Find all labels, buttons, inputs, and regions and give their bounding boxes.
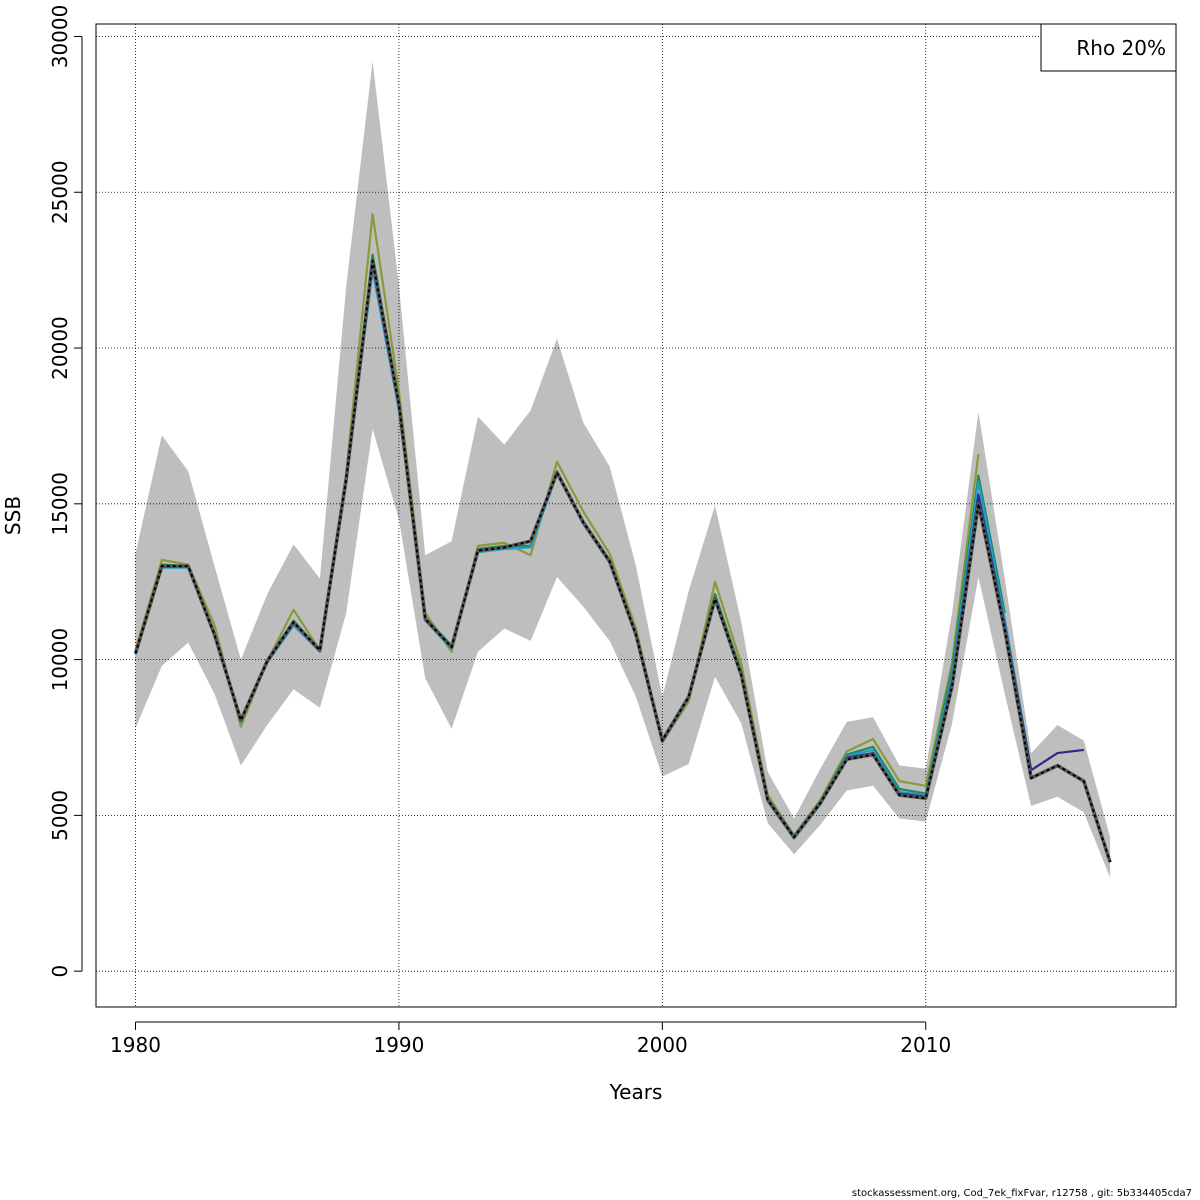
y-tick-label: 20000 [48, 316, 72, 380]
plot-frame [95, 23, 1177, 1008]
y-tick-label: 15000 [48, 472, 72, 536]
legend: Rho 20% [1040, 23, 1177, 72]
axis-layer: 1980 1990 2000 2010 0 5000 10000 15000 20000 2500… [48, 5, 951, 1057]
grid-layer [96, 24, 1176, 1007]
legend-box [1040, 23, 1177, 72]
x-tick-label: 2000 [637, 1033, 688, 1057]
footer-credit: stockassessment.org, Cod_7ek_fixFvar, r1… [852, 1188, 1192, 1199]
series-line-retro-peel [134, 212, 980, 837]
series-layer [133, 212, 1112, 863]
x-tick-label: 2010 [900, 1033, 951, 1057]
x-axis-label: Years [609, 1080, 663, 1104]
legend-label: Rho 20% [1076, 36, 1166, 60]
y-axis-label: SSB [1, 496, 25, 535]
y-tick-label: 0 [48, 965, 72, 978]
y-tick-label: 25000 [48, 160, 72, 224]
y-tick-label: 30000 [48, 5, 72, 69]
x-tick-label: 1990 [373, 1033, 424, 1057]
y-tick-label: 10000 [48, 628, 72, 692]
series-line-terminal [134, 259, 1112, 863]
x-tick-label: 1980 [110, 1033, 161, 1057]
y-tick-label: 5000 [48, 790, 72, 841]
